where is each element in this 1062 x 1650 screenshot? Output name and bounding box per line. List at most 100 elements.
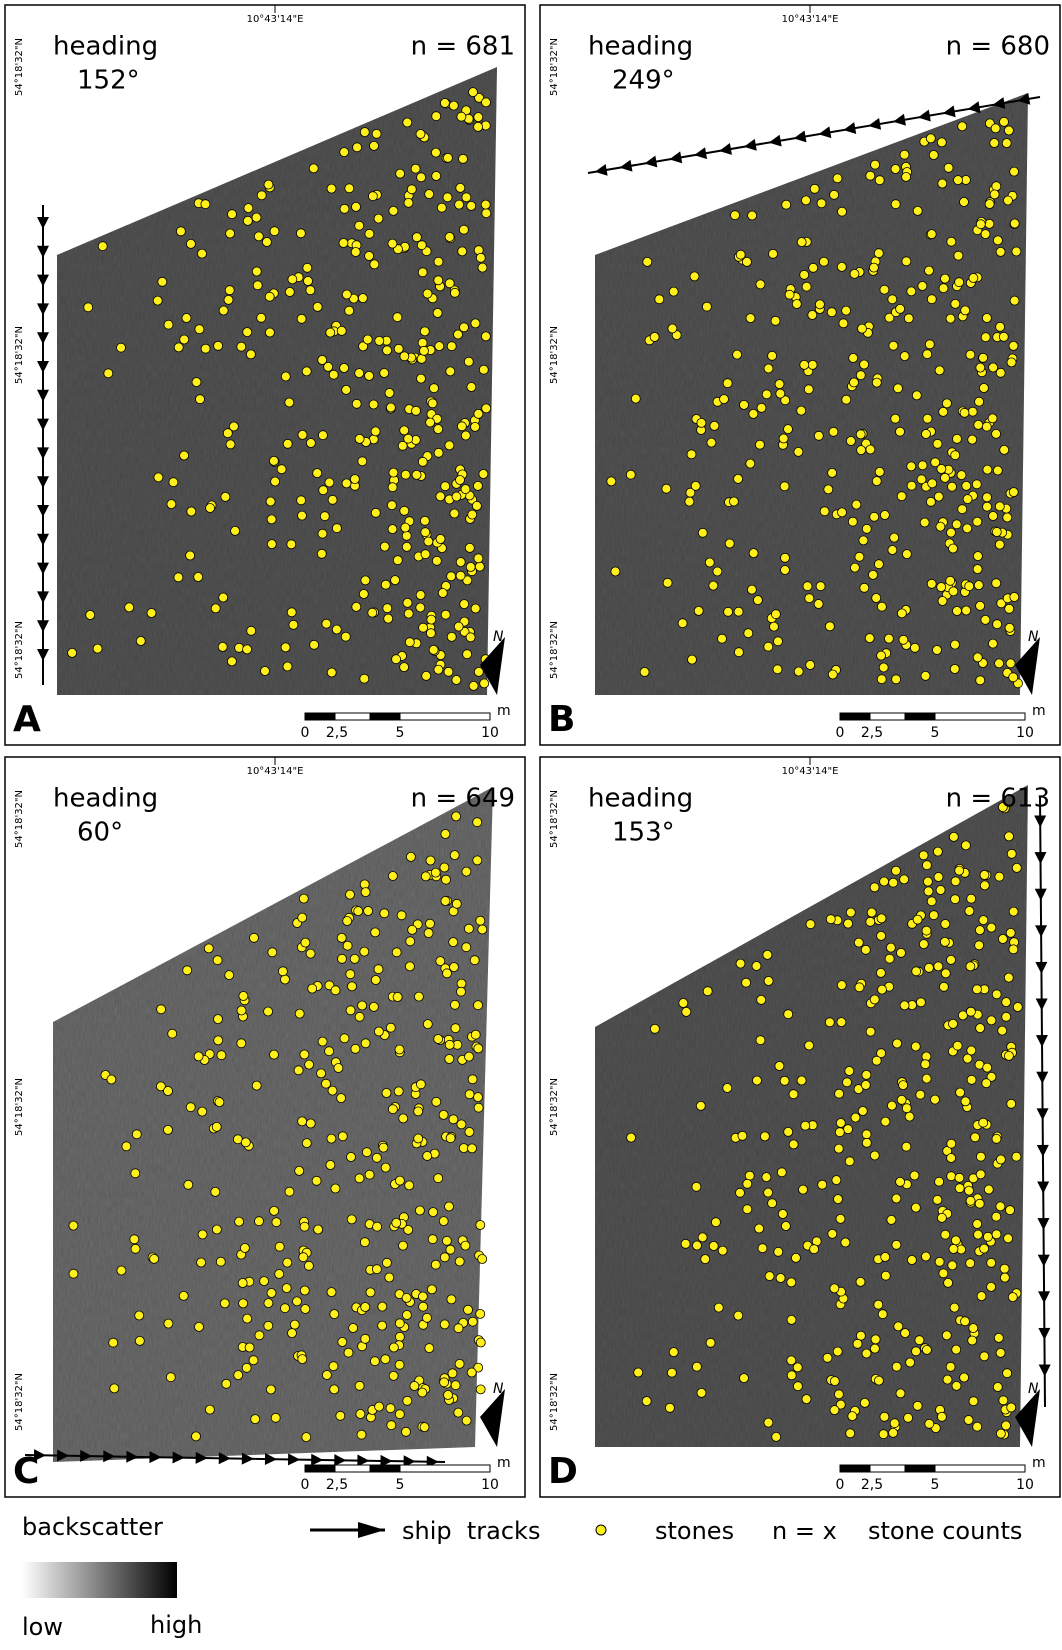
stone — [337, 1131, 348, 1142]
stone — [982, 492, 992, 503]
stone — [269, 1205, 280, 1216]
stone — [763, 1187, 774, 1198]
track-arrow — [1037, 1218, 1050, 1231]
stone — [445, 1244, 456, 1255]
stone — [799, 359, 810, 370]
stone — [336, 325, 347, 336]
stone — [387, 482, 398, 493]
stone — [995, 1154, 1006, 1165]
stone — [286, 607, 297, 618]
stone — [317, 430, 328, 441]
stone — [263, 1320, 274, 1331]
stone — [924, 265, 934, 276]
track-arrow — [1034, 888, 1047, 901]
stone — [163, 319, 174, 330]
stone — [837, 507, 847, 518]
stone — [181, 313, 192, 323]
stone — [879, 510, 890, 520]
stone — [951, 1381, 962, 1391]
stone — [309, 639, 320, 650]
stone — [950, 639, 960, 650]
stone — [417, 337, 428, 348]
stone — [932, 846, 943, 857]
stone — [415, 1079, 426, 1090]
stone — [978, 915, 989, 926]
stone — [933, 872, 944, 882]
stone — [382, 345, 393, 356]
stone — [267, 947, 278, 958]
stone — [450, 1380, 461, 1391]
stone — [981, 1078, 992, 1089]
stone — [986, 1257, 997, 1268]
stone — [387, 1104, 398, 1115]
north-label: N — [493, 629, 504, 645]
stone — [458, 153, 468, 164]
stone — [295, 228, 306, 239]
stone — [445, 366, 456, 377]
track-arrow — [1034, 852, 1047, 865]
stone — [385, 1403, 396, 1414]
stone — [1006, 848, 1017, 859]
stone — [380, 579, 391, 590]
stone — [986, 922, 997, 933]
stone — [946, 1138, 957, 1149]
stone — [312, 468, 323, 479]
scale-label: 5 — [396, 725, 405, 741]
stone — [354, 1011, 365, 1022]
stone — [287, 274, 298, 285]
stone — [450, 1023, 461, 1034]
scale-segment — [869, 712, 906, 721]
stone — [606, 476, 617, 487]
track-arrow — [37, 505, 49, 517]
stone — [305, 438, 316, 448]
stone — [387, 871, 398, 881]
stone — [1007, 1292, 1018, 1302]
stone — [873, 1375, 884, 1386]
stone — [297, 510, 307, 521]
stone — [849, 562, 860, 573]
stone — [650, 1023, 660, 1034]
stone — [701, 301, 712, 312]
stone — [851, 499, 862, 510]
latitude-label: 54°18'32"N — [14, 38, 25, 96]
map-panel: 10°43'14"E 54°18'32"N 54°18'32"N 54°18'32"N… — [539, 4, 1061, 746]
stone — [827, 1228, 838, 1239]
stone — [987, 413, 998, 424]
stone — [419, 1422, 430, 1432]
track-arrow — [719, 143, 732, 155]
track-arrow — [644, 155, 658, 168]
stone — [378, 1142, 389, 1153]
backscatter-mosaic — [53, 787, 493, 1462]
stone — [691, 1181, 702, 1192]
stone — [463, 923, 474, 934]
stone — [705, 1337, 716, 1348]
track-arrow — [311, 1453, 324, 1466]
track-arrow — [1017, 92, 1031, 105]
stone — [193, 1051, 204, 1062]
stone — [379, 908, 390, 919]
stone — [266, 514, 277, 525]
stone — [761, 389, 772, 400]
track-arrow — [37, 562, 49, 575]
stone — [654, 294, 665, 305]
stone — [763, 641, 774, 652]
stone — [850, 1112, 861, 1123]
stone — [949, 1302, 960, 1313]
stone — [185, 550, 196, 561]
stone — [399, 351, 410, 362]
stone — [466, 200, 477, 211]
stone — [991, 428, 1002, 439]
stone — [710, 1217, 721, 1228]
stone — [264, 327, 275, 338]
stone — [473, 553, 484, 564]
track-arrow — [403, 1455, 416, 1468]
stone — [947, 1260, 958, 1271]
stone — [874, 175, 885, 186]
stone — [955, 1087, 966, 1098]
stone — [284, 287, 295, 297]
stone — [860, 1080, 871, 1090]
stone — [857, 1106, 868, 1116]
track-arrow — [768, 134, 782, 147]
stone — [219, 1298, 230, 1309]
track-arrow — [195, 1451, 208, 1464]
